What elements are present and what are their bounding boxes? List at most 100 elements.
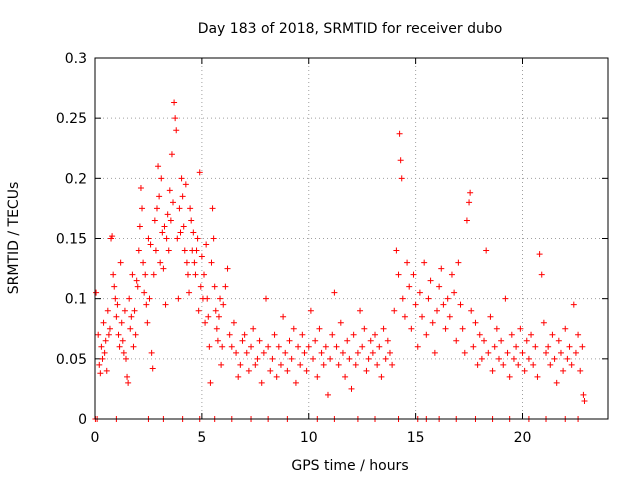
data-point (344, 337, 351, 344)
data-point (487, 313, 494, 320)
data-point (153, 205, 160, 212)
data-point (453, 337, 460, 344)
data-point (165, 247, 172, 254)
data-point (299, 331, 306, 338)
data-point (303, 367, 310, 374)
data-point (181, 247, 188, 254)
data-point (177, 229, 184, 236)
data-point (190, 229, 197, 236)
data-point (327, 355, 334, 362)
data-point (384, 337, 391, 344)
data-point (508, 331, 515, 338)
x-tick-label: 5 (197, 430, 206, 446)
data-point (581, 397, 588, 404)
data-point (342, 373, 349, 380)
chart-title: Day 183 of 2018, SRMTID for receiver dub… (198, 21, 503, 37)
data-point (523, 337, 530, 344)
plot-frame (94, 57, 609, 420)
data-point (513, 343, 520, 350)
data-point (207, 379, 214, 386)
data-point (275, 343, 282, 350)
data-point (284, 367, 291, 374)
data-point (124, 373, 131, 380)
data-point (132, 331, 139, 338)
data-point (265, 343, 272, 350)
data-point (423, 331, 430, 338)
data-point (397, 157, 404, 164)
data-point (521, 367, 528, 374)
data-point (436, 283, 443, 290)
data-point (427, 277, 434, 284)
data-point (106, 325, 113, 332)
data-point (99, 355, 106, 362)
data-point (414, 343, 421, 350)
data-point (193, 247, 200, 254)
y-axis-label: SRMTID / TECUs (6, 182, 22, 295)
data-point (575, 331, 582, 338)
data-point (500, 361, 507, 368)
data-point (252, 361, 259, 368)
data-point (215, 313, 222, 320)
data-point (515, 361, 522, 368)
data-point (525, 355, 532, 362)
data-point (248, 343, 255, 350)
data-point (551, 355, 558, 362)
data-point (348, 385, 355, 392)
data-point (126, 295, 133, 302)
data-point (314, 373, 321, 380)
data-point (210, 235, 217, 242)
data-point (134, 283, 141, 290)
data-point (459, 325, 466, 332)
data-point (224, 265, 231, 272)
data-point (115, 331, 122, 338)
y-tick-label: 0.2 (65, 171, 87, 187)
y-tick-label: 0.3 (65, 51, 87, 67)
data-point (140, 259, 147, 266)
data-point (167, 217, 174, 224)
data-point (431, 349, 438, 356)
data-point (367, 337, 374, 344)
data-point (263, 295, 269, 302)
data-point (175, 295, 182, 302)
data-point (171, 99, 178, 106)
data-point (198, 253, 205, 260)
data-point (218, 361, 225, 368)
data-point (184, 271, 191, 278)
data-point (339, 349, 346, 356)
data-point (174, 235, 181, 242)
data-point (228, 343, 235, 350)
data-point (239, 337, 246, 344)
data-point (179, 193, 186, 200)
data-point (120, 349, 127, 356)
y-tick-label: 0.05 (56, 352, 87, 368)
data-point (102, 337, 109, 344)
data-point (209, 205, 216, 212)
data-point (495, 355, 502, 362)
data-point (202, 319, 209, 326)
data-point (208, 259, 215, 266)
data-point (292, 379, 299, 386)
data-point (162, 301, 169, 308)
data-point (357, 307, 364, 314)
data-point (149, 365, 156, 372)
data-point (182, 181, 189, 188)
data-point (530, 361, 537, 368)
data-point (485, 349, 492, 356)
data-point (104, 307, 111, 314)
data-point (195, 307, 202, 314)
data-point (157, 259, 164, 266)
data-point (290, 325, 297, 332)
data-point (466, 199, 473, 206)
data-point (369, 349, 376, 356)
data-point (254, 355, 261, 362)
data-point (233, 349, 240, 356)
data-point (245, 367, 252, 374)
data-point (127, 325, 134, 332)
data-point (110, 271, 117, 278)
data-point (122, 355, 129, 362)
data-point (410, 271, 417, 278)
data-point (555, 337, 562, 344)
data-point (382, 355, 389, 362)
data-point (461, 349, 468, 356)
data-point (133, 277, 140, 284)
